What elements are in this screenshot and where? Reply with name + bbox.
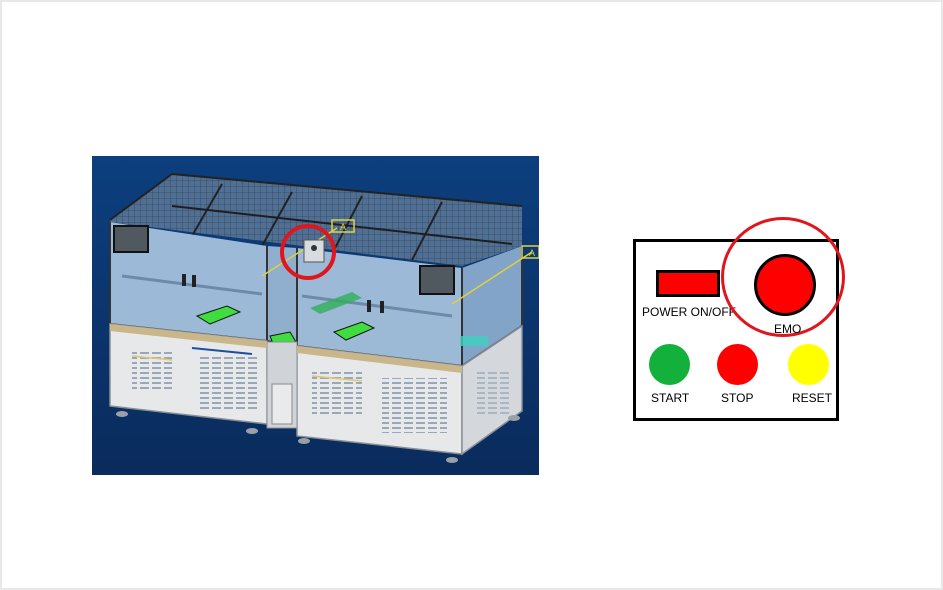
power-label: POWER ON/OFF [642,305,736,319]
emo-label: EMO [774,322,802,336]
marker-a-top: A [340,222,346,232]
machine-render: A A [92,156,539,475]
reset-lamp-icon[interactable] [788,344,829,385]
stop-lamp-icon[interactable] [717,344,758,385]
monitor-left [113,225,149,253]
emo-highlight-ring [721,217,845,337]
machine-illustration: A A [92,156,539,475]
start-lamp-icon[interactable] [649,344,690,385]
stop-label: STOP [721,391,754,405]
start-label: START [651,391,690,405]
reset-label: RESET [792,391,833,405]
emo-highlight-ring [280,224,336,280]
marker-a-side: A [529,248,535,258]
control-panel: POWER ON/OFF EMO START STOP RESET [633,217,845,421]
power-switch-icon[interactable] [656,270,720,297]
monitor-right [419,265,455,295]
